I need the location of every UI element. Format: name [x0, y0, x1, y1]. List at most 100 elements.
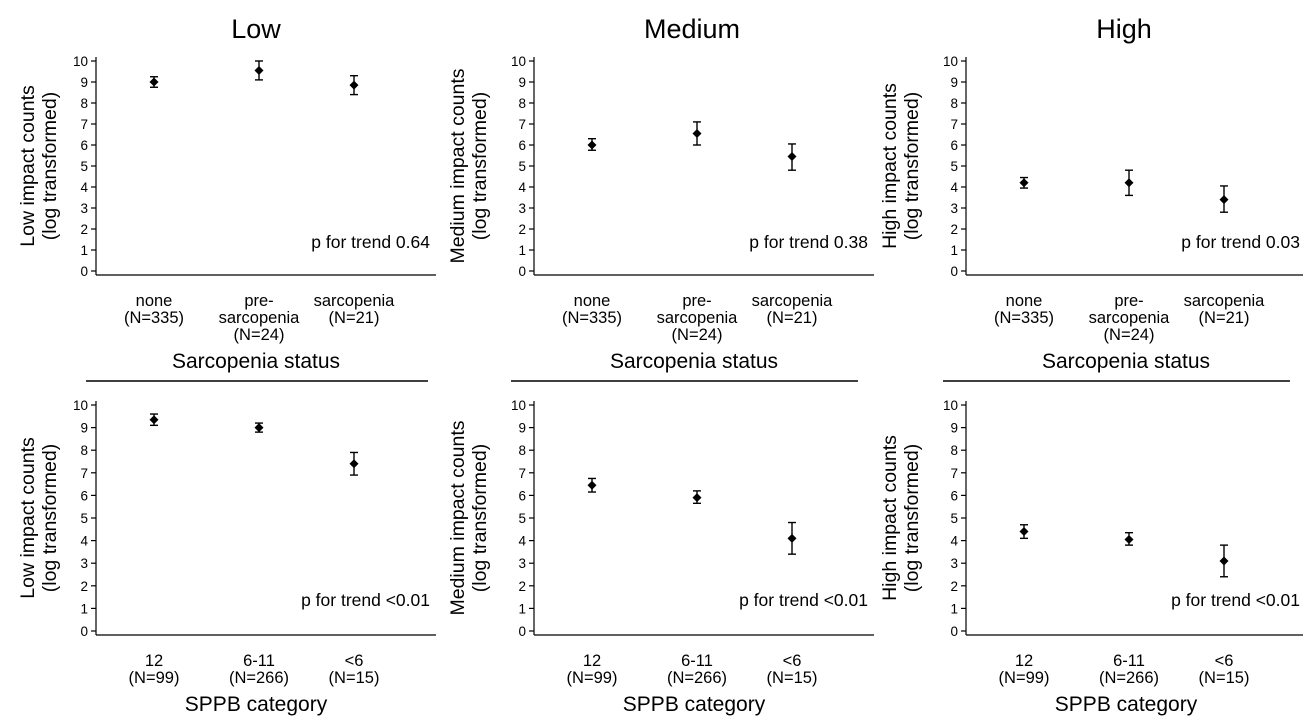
- x-axis-label: Sarcopenia status: [610, 350, 778, 373]
- data-point: [1219, 195, 1229, 205]
- x-category-label: pre-sarcopenia (N=24): [219, 292, 301, 344]
- x-category-label-line: 12: [1015, 652, 1033, 670]
- x-category-label: none (N=335): [994, 292, 1054, 327]
- y-tick-label: 6: [518, 488, 526, 503]
- y-tick-label: 0: [950, 624, 958, 639]
- y-tick-label: 3: [950, 201, 958, 216]
- y-tick-label: 9: [950, 75, 958, 90]
- y-tick-label: 1: [518, 601, 526, 616]
- data-point: [587, 480, 597, 490]
- y-tick-label: 2: [518, 579, 526, 594]
- x-category-label: <6 (N=15): [1199, 652, 1250, 687]
- y-axis-label-line: Medium impact counts: [447, 420, 469, 615]
- x-category-label-line: sarcopenia: [1089, 309, 1171, 327]
- x-category-label-line: (N=15): [1199, 669, 1250, 687]
- data-point: [587, 140, 597, 150]
- data-point: [254, 423, 264, 433]
- x-category-label-line: (N=99): [129, 669, 180, 687]
- x-category-label: 12 (N=99): [567, 652, 618, 687]
- x-category-label-line: 6-11: [681, 652, 713, 670]
- x-category-label: 6-11 (N=266): [1099, 652, 1159, 687]
- x-category-label-line: (N=24): [1104, 326, 1155, 344]
- chart-panel-1: 0 1 2 3 4 5 6 7 8 9 10 Low impact counts(log transf…: [17, 54, 436, 382]
- y-axis-label-line: (log transformed): [469, 444, 491, 592]
- chart-panel-2: 0 1 2 3 4 5 6 7 8 9 10 Medium impact counts(log tra…: [447, 54, 874, 382]
- y-tick-label: 0: [518, 624, 526, 639]
- y-tick-label: 0: [80, 264, 88, 279]
- chart-panel-3: 0 1 2 3 4 5 6 7 8 9 10 High impact counts(log trans…: [879, 54, 1303, 382]
- y-tick-label: 3: [518, 201, 526, 216]
- y-tick-label: 4: [518, 180, 526, 195]
- y-axis-label-line: (log transformed): [39, 92, 61, 240]
- y-axis-label-line: High impact counts: [879, 83, 901, 249]
- p-trend-annotation: p for trend <0.01: [301, 590, 430, 610]
- data-point: [1219, 556, 1229, 566]
- data-point: [1019, 527, 1029, 537]
- x-category-label-line: sarcopenia: [752, 292, 834, 310]
- x-axis-label: SPPB category: [185, 693, 328, 716]
- x-axis-label: SPPB category: [623, 693, 766, 716]
- y-tick-label: 10: [511, 398, 526, 413]
- data-point: [692, 128, 702, 138]
- data-point: [349, 459, 359, 469]
- x-category-label: sarcopenia (N=21): [752, 292, 834, 327]
- y-tick-label: 8: [80, 443, 88, 458]
- p-trend-annotation: p for trend <0.01: [1171, 590, 1300, 610]
- y-tick-label: 6: [518, 138, 526, 153]
- y-tick-label: 8: [950, 443, 958, 458]
- x-category-label: <6 (N=15): [329, 652, 380, 687]
- x-category-label-line: <6: [783, 652, 802, 670]
- p-trend-annotation: p for trend <0.01: [739, 590, 868, 610]
- column-title-medium: Medium: [644, 14, 740, 44]
- y-axis-label-line: Low impact counts: [17, 437, 39, 599]
- p-trend-annotation: p for trend 0.38: [749, 232, 868, 252]
- y-tick-label: 0: [80, 624, 88, 639]
- y-tick-label: 7: [80, 117, 88, 132]
- y-tick-label: 9: [80, 421, 88, 436]
- y-axis-label-line: (log transformed): [39, 444, 61, 592]
- data-point: [1124, 178, 1134, 188]
- y-tick-label: 7: [950, 117, 958, 132]
- y-axis-label-line: Low impact counts: [17, 85, 39, 247]
- x-category-label-line: none: [1006, 292, 1043, 310]
- y-tick-label: 9: [80, 75, 88, 90]
- y-axis-label: Medium impact counts(log transformed): [447, 68, 491, 263]
- x-category-label-line: sarcopenia: [657, 309, 739, 327]
- y-tick-label: 10: [943, 54, 958, 69]
- x-category-label-line: <6: [345, 652, 364, 670]
- x-category-label: 6-11 (N=266): [229, 652, 289, 687]
- y-tick-label: 0: [518, 264, 526, 279]
- data-point: [254, 65, 264, 75]
- y-tick-label: 6: [80, 488, 88, 503]
- y-tick-label: 3: [950, 556, 958, 571]
- y-tick-label: 0: [950, 264, 958, 279]
- y-tick-label: 7: [518, 117, 526, 132]
- y-tick-label: 6: [950, 488, 958, 503]
- x-category-label-line: none: [136, 292, 173, 310]
- y-tick-label: 1: [80, 601, 88, 616]
- x-category-label: <6 (N=15): [767, 652, 818, 687]
- x-category-label: 6-11 (N=266): [667, 652, 727, 687]
- y-tick-label: 3: [80, 556, 88, 571]
- x-category-label-line: (N=21): [1199, 309, 1250, 327]
- y-tick-label: 2: [950, 579, 958, 594]
- y-axis-label-line: (log transformed): [901, 444, 923, 592]
- x-category-label-line: 6-11: [243, 652, 275, 670]
- y-axis-label: Low impact counts(log transformed): [17, 437, 61, 599]
- y-tick-label: 6: [80, 138, 88, 153]
- y-tick-label: 9: [950, 421, 958, 436]
- x-category-label-line: (N=21): [329, 309, 380, 327]
- x-category-label: pre-sarcopenia (N=24): [657, 292, 739, 344]
- y-tick-label: 10: [73, 398, 88, 413]
- y-tick-label: 8: [518, 443, 526, 458]
- x-axis-label: Sarcopenia status: [172, 350, 340, 373]
- data-point: [1019, 178, 1029, 188]
- y-tick-label: 7: [950, 466, 958, 481]
- x-category-label-line: sarcopenia: [219, 309, 301, 327]
- y-tick-label: 1: [950, 601, 958, 616]
- y-tick-label: 9: [518, 75, 526, 90]
